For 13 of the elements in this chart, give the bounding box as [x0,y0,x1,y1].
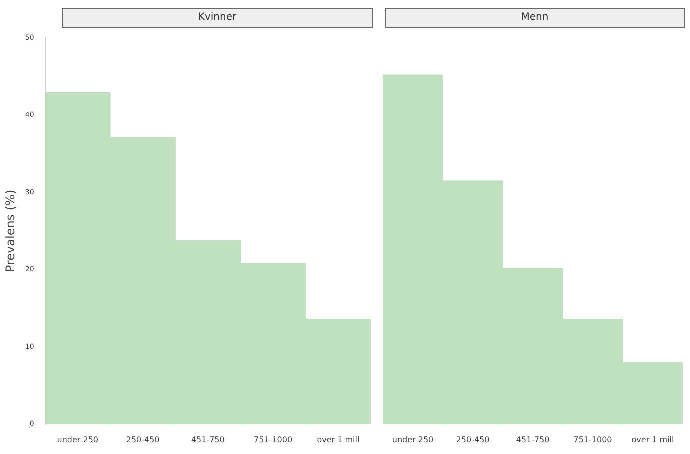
x-tick-label: 250-450 [456,435,490,444]
chart-title: Kvinner [62,8,373,28]
y-axis-title: Prevalens (%) [3,190,18,273]
x-tick-label: 751-1000 [254,435,293,444]
x-tick-label: over 1 mill [632,435,674,444]
x-tick-label: over 1 mill [317,435,360,444]
x-tick-label: under 250 [392,435,434,444]
x-tick-label: under 250 [57,435,98,444]
x-tick-label: 751-1000 [574,435,612,444]
chart-title: Menn [385,8,685,28]
x-tick-label: 451-750 [191,435,225,444]
x-tick-label: 451-750 [516,435,550,444]
x-tick-label: 250-450 [126,435,160,444]
